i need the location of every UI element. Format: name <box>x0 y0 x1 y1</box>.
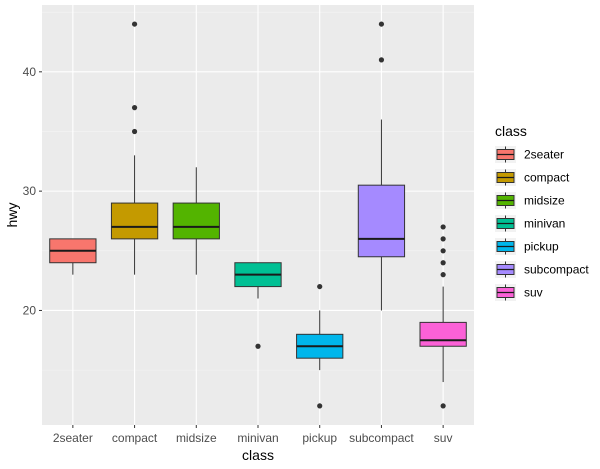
box-body <box>357 184 406 258</box>
box-body <box>172 202 220 240</box>
legend-label: pickup <box>524 240 559 254</box>
x-tick-label: compact <box>112 431 158 445</box>
outlier-point <box>131 128 138 135</box>
y-axis-title: hwy <box>4 203 20 228</box>
outlier-point <box>378 21 385 27</box>
legend-label: midsize <box>524 194 565 208</box>
legend-label: 2seater <box>524 148 564 162</box>
outlier-point <box>255 343 261 349</box>
x-axis: 2seater compact midsize minivan pickup subcom… <box>53 425 453 445</box>
legend-label: compact <box>524 171 570 185</box>
outlier-point <box>317 403 323 409</box>
legend-item-midsize: midsize <box>495 192 565 209</box>
x-tick-label: 2seater <box>53 431 93 445</box>
y-tick-label: 40 <box>23 65 37 79</box>
box-midsize <box>172 167 220 275</box>
box-subcompact <box>357 21 406 311</box>
y-tick-label: 20 <box>23 303 37 317</box>
x-tick-label: pickup <box>302 431 337 445</box>
y-axis: 20 30 40 <box>23 65 42 317</box>
box-body <box>110 202 159 240</box>
legend-item-2seater: 2seater <box>495 146 564 163</box>
outlier-point <box>378 57 385 63</box>
outlier-point <box>317 283 323 290</box>
legend-label: subcompact <box>524 263 589 277</box>
x-axis-title: class <box>242 447 274 463</box>
legend-item-compact: compact <box>495 169 570 186</box>
outlier-point <box>440 224 446 230</box>
legend-item-subcompact: subcompact <box>495 261 589 278</box>
legend-title: class <box>495 123 527 139</box>
x-tick-label: midsize <box>176 431 217 445</box>
legend-item-minivan: minivan <box>495 215 565 232</box>
outlier-point <box>440 272 446 278</box>
outlier-point <box>440 236 446 242</box>
outlier-point <box>440 403 446 409</box>
legend-item-pickup: pickup <box>495 238 559 255</box>
boxes-layer <box>49 21 467 409</box>
outlier-point <box>131 105 138 111</box>
box-compact <box>110 21 159 275</box>
x-tick-label: minivan <box>237 431 278 445</box>
outlier-point <box>440 248 446 254</box>
y-tick-label: 30 <box>23 184 37 198</box>
box-suv <box>419 224 467 409</box>
legend-label: suv <box>524 286 543 300</box>
outlier-point <box>440 260 446 266</box>
legend: class 2seater compact midsize minivan pickup… <box>495 123 589 301</box>
box-2seater <box>49 238 97 275</box>
outlier-point <box>131 21 138 27</box>
legend-item-suv: suv <box>495 284 543 301</box>
box-pickup <box>296 283 344 409</box>
x-tick-label: suv <box>434 431 453 445</box>
box-minivan <box>234 262 282 349</box>
x-tick-label: subcompact <box>349 431 414 445</box>
box-body <box>419 321 467 347</box>
legend-label: minivan <box>524 217 565 231</box>
